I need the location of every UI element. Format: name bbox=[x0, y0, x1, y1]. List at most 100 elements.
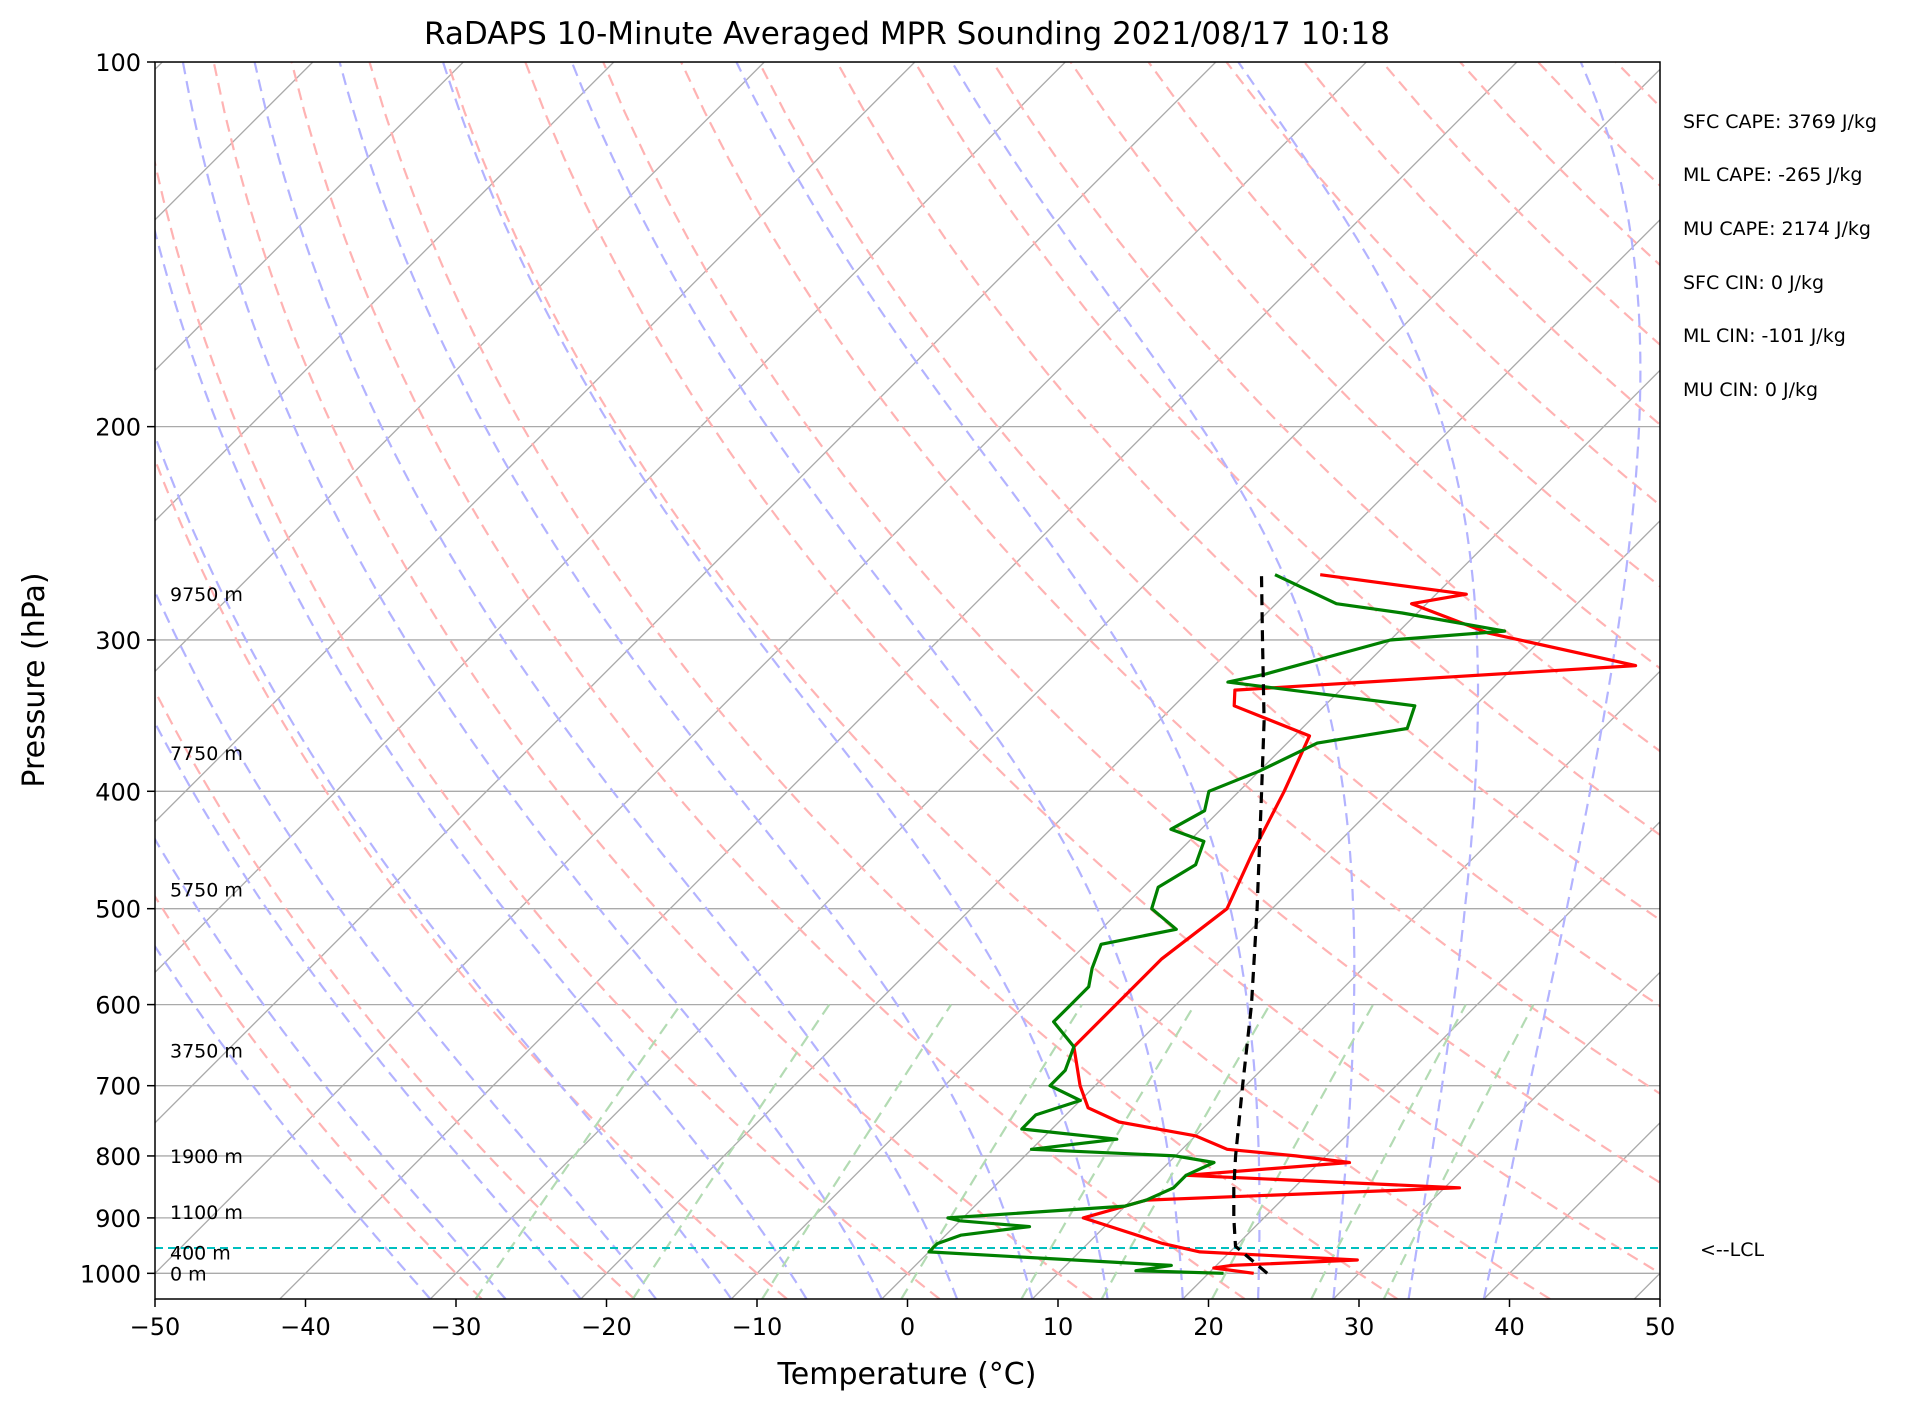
y-tick-label: 500 bbox=[95, 896, 141, 924]
stat-sfc-cape: SFC CAPE: 3769 J/kg bbox=[1683, 111, 1877, 133]
isotherm-line bbox=[155, 62, 464, 372]
isotherm-line bbox=[0, 62, 12, 1299]
mixing-ratio-line bbox=[1382, 1004, 1535, 1299]
y-tick-label: 400 bbox=[95, 778, 141, 806]
x-tick-label: −50 bbox=[130, 1313, 181, 1341]
isotherm-line bbox=[429, 68, 1660, 1299]
mixing-ratio-line bbox=[1310, 1004, 1467, 1299]
isotherm-line bbox=[1785, 62, 1925, 1299]
dry-adiabat-line bbox=[913, 62, 1660, 837]
moist-adiabat-line bbox=[950, 62, 1356, 1299]
dry-adiabat-line bbox=[368, 62, 1399, 1299]
isotherm-line bbox=[1031, 670, 1660, 1299]
x-tick-label: 30 bbox=[1344, 1313, 1375, 1341]
moist-adiabat-line bbox=[155, 837, 507, 1299]
height-label: 0 m bbox=[170, 1263, 207, 1285]
x-tick-label: −20 bbox=[581, 1313, 632, 1341]
dry-adiabat-line bbox=[212, 62, 1093, 1299]
isotherm-line bbox=[155, 62, 765, 673]
mixing-ratio-line bbox=[900, 1004, 1083, 1299]
x-tick-label: 0 bbox=[900, 1313, 915, 1341]
moist-adiabat-line bbox=[155, 432, 733, 1299]
y-tick-label: 200 bbox=[95, 414, 141, 442]
moist-adiabat-line bbox=[155, 227, 808, 1299]
stat-mu-cin: MU CIN: 0 J/kg bbox=[1683, 379, 1818, 401]
parcel-profile-line bbox=[1232, 574, 1269, 1275]
temperature-profile-line bbox=[1072, 573, 1638, 1275]
stat-ml-cape: ML CAPE: -265 J/kg bbox=[1683, 164, 1862, 186]
stat-sfc-cin: SFC CIN: 0 J/kg bbox=[1683, 272, 1824, 294]
dry-adiabat-line bbox=[1537, 62, 1660, 188]
x-tick-label: −30 bbox=[431, 1313, 482, 1341]
dry-adiabat-line bbox=[290, 62, 1246, 1299]
x-tick-label: 10 bbox=[1043, 1313, 1074, 1341]
dry-adiabat-line bbox=[1459, 62, 1660, 267]
moist-adiabat-line bbox=[735, 62, 1261, 1299]
dry-adiabat-line bbox=[1694, 62, 1925, 1299]
dry-adiabat-line bbox=[680, 62, 1660, 1095]
y-tick-label: 700 bbox=[95, 1073, 141, 1101]
y-tick-label: 600 bbox=[95, 992, 141, 1020]
mixing-ratio-line bbox=[1020, 1004, 1196, 1299]
dry-adiabat-line bbox=[1381, 62, 1660, 347]
dry-adiabat-line bbox=[155, 688, 636, 1299]
height-label: 5750 m bbox=[170, 879, 243, 901]
dry-adiabat-line bbox=[758, 62, 1660, 1008]
isotherm-line bbox=[279, 62, 1518, 1299]
mixing-ratio-line bbox=[474, 1003, 682, 1299]
height-label: 7750 m bbox=[170, 743, 243, 765]
isotherm-line bbox=[580, 218, 1660, 1299]
moist-adiabat-line bbox=[181, 62, 883, 1299]
x-tick-label: 50 bbox=[1645, 1313, 1676, 1341]
x-tick-label: 40 bbox=[1494, 1313, 1525, 1341]
isotherm-line bbox=[1182, 820, 1660, 1299]
dry-adiabat-line bbox=[1147, 62, 1660, 588]
mixing-ratio-line bbox=[631, 1003, 831, 1299]
isotherm-line bbox=[881, 519, 1660, 1299]
mixing-ratio-line bbox=[1100, 1004, 1271, 1299]
y-tick-label: 900 bbox=[95, 1205, 141, 1233]
moist-adiabat-line bbox=[1237, 62, 1480, 1299]
y-axis-label: Pressure (hPa) bbox=[17, 572, 52, 787]
isotherm-line bbox=[155, 62, 615, 522]
x-tick-label: 20 bbox=[1193, 1313, 1224, 1341]
isotherm-line bbox=[155, 62, 1066, 974]
mixing-ratio-line bbox=[761, 1004, 953, 1299]
y-tick-label: 800 bbox=[95, 1143, 141, 1171]
height-label: 9750 m bbox=[170, 584, 243, 606]
height-label: 3750 m bbox=[170, 1041, 243, 1063]
moist-adiabat-line bbox=[155, 720, 582, 1299]
moist-adiabat-line bbox=[155, 944, 432, 1299]
moist-adiabat-line bbox=[570, 62, 1184, 1299]
dry-adiabat-line bbox=[1069, 62, 1660, 670]
y-tick-label: 100 bbox=[95, 49, 141, 77]
x-tick-label: −40 bbox=[280, 1313, 331, 1341]
dry-adiabat-line bbox=[524, 62, 1660, 1275]
annotation-layer: 9750 m 7750 m 5750 m 3750 m 1900 m 1100 m 400 … bbox=[170, 584, 243, 1285]
moist-adiabat-line bbox=[1482, 62, 1642, 1299]
moist-adiabat-line bbox=[253, 62, 959, 1299]
dewpoint-profile-line bbox=[927, 573, 1507, 1275]
height-label: 1100 m bbox=[170, 1202, 243, 1224]
isotherm-line bbox=[1332, 971, 1660, 1299]
isotherm-line bbox=[155, 62, 916, 823]
mixing-ratio-line bbox=[1211, 1004, 1375, 1299]
isotherm-line bbox=[155, 62, 1217, 1124]
stat-ml-cin: ML CIN: -101 J/kg bbox=[1683, 325, 1846, 347]
y-tick-label: 300 bbox=[95, 627, 141, 655]
y-tick-label: 1000 bbox=[80, 1260, 141, 1288]
chart-title: RaDAPS 10-Minute Averaged MPR Sounding 2… bbox=[424, 16, 1390, 52]
x-axis-label: Temperature (°C) bbox=[777, 1357, 1037, 1392]
dry-adiabat-line bbox=[602, 62, 1660, 1184]
plot-frame bbox=[154, 61, 1661, 1300]
stats-panel: SFC CAPE: 3769 J/kg ML CAPE: -265 J/kg M… bbox=[1683, 111, 1877, 401]
height-label: 400 m bbox=[170, 1242, 231, 1264]
dry-adiabat-line bbox=[155, 158, 941, 1299]
height-label: 1900 m bbox=[170, 1146, 243, 1168]
background-lines bbox=[0, 62, 1925, 1299]
stat-mu-cape: MU CAPE: 2174 J/kg bbox=[1683, 218, 1871, 240]
isotherm-line bbox=[730, 369, 1660, 1299]
dry-adiabat-line bbox=[155, 894, 483, 1299]
moist-adiabat-line bbox=[441, 62, 1109, 1299]
